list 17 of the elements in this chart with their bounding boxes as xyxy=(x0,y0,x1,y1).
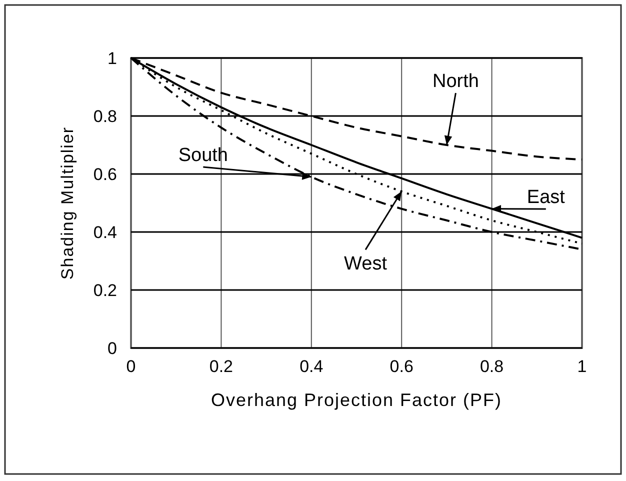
legend-label: East xyxy=(526,187,566,208)
x-tick-label: 0.6 xyxy=(390,357,414,376)
x-axis-title: Overhang Projection Factor (PF) xyxy=(210,390,502,410)
x-tick-label: 1 xyxy=(577,357,587,376)
y-tick-label: 0.6 xyxy=(93,165,117,184)
text: North xyxy=(432,71,479,92)
x-tick-label: 0.8 xyxy=(480,357,504,376)
y-tick-label: 0.8 xyxy=(93,107,117,126)
y-tick-label: 0.2 xyxy=(93,281,117,300)
y-axis-title: Shading Multiplier xyxy=(58,126,77,280)
x-tick-label: 0.2 xyxy=(209,357,234,376)
y-tick-label: 0.4 xyxy=(93,223,117,242)
text: West xyxy=(344,254,388,275)
y-tick-label: 0 xyxy=(108,339,117,358)
x-tick-label: 0 xyxy=(126,357,136,376)
x-tick-label: 0.4 xyxy=(300,357,324,376)
y-tick-label: 1 xyxy=(108,49,117,68)
